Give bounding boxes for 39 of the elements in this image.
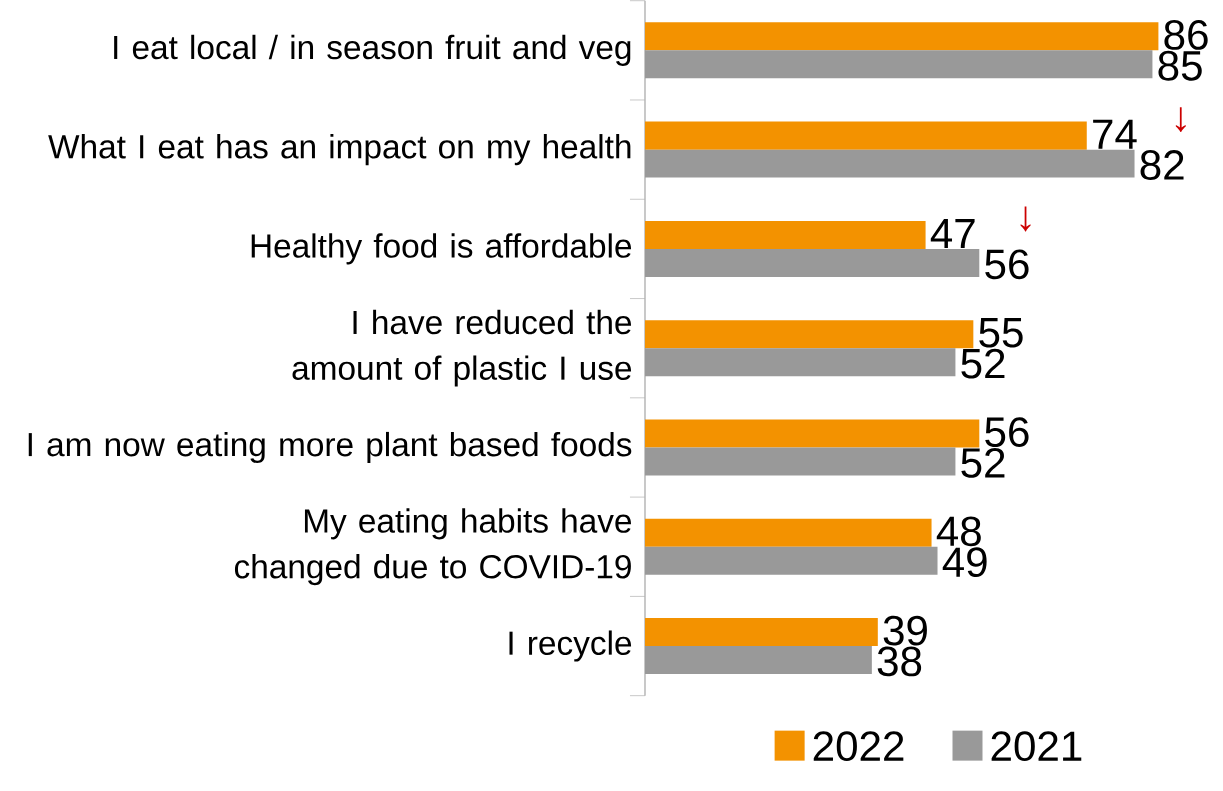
bar — [645, 447, 956, 476]
bar — [645, 249, 980, 278]
data-label: 47 — [930, 219, 975, 249]
bar — [645, 646, 872, 675]
data-label: 39 — [883, 615, 927, 646]
bar — [645, 121, 1087, 150]
bar — [645, 320, 974, 349]
y-tick-label: Healthy food is affordable — [251, 233, 632, 265]
bar — [645, 419, 980, 448]
data-label: 49 — [942, 547, 987, 578]
data-label: 38 — [877, 646, 922, 677]
data-label: 52 — [961, 448, 1005, 478]
bar — [645, 618, 878, 647]
y-tick-label: I recycle — [509, 630, 632, 662]
bar — [645, 546, 938, 575]
data-label: 74 — [1093, 119, 1137, 149]
annotation: ↓ — [1020, 206, 1031, 232]
data-label: 56 — [985, 417, 1029, 448]
y-tick-label: My eating habits have changed due to COVID-19 — [234, 508, 632, 586]
data-label: 86 — [1164, 20, 1208, 50]
legend-label: 2021 — [991, 731, 1082, 762]
bar — [645, 518, 932, 547]
bar — [645, 348, 956, 377]
bar — [645, 149, 1135, 178]
data-label: 52 — [961, 348, 1005, 379]
y-tick-label: I eat local / in season fruit and veg — [114, 34, 631, 67]
data-label: 55 — [979, 318, 1023, 348]
bar — [645, 221, 926, 250]
data-label: 85 — [1158, 50, 1202, 81]
annotation: ↓ — [1175, 107, 1186, 133]
bar — [645, 50, 1153, 79]
y-tick-label: What I eat has an impact on my health — [48, 134, 631, 166]
data-label: 48 — [936, 516, 981, 547]
bar — [645, 22, 1159, 51]
y-tick-label: I have reduced the amount of plastic I use — [292, 309, 632, 387]
legend-label: 2022 — [813, 731, 904, 762]
data-label: 56 — [985, 249, 1029, 280]
y-tick-label: I am now eating more plant based foods — [28, 432, 632, 464]
data-label: 82 — [1140, 150, 1184, 181]
